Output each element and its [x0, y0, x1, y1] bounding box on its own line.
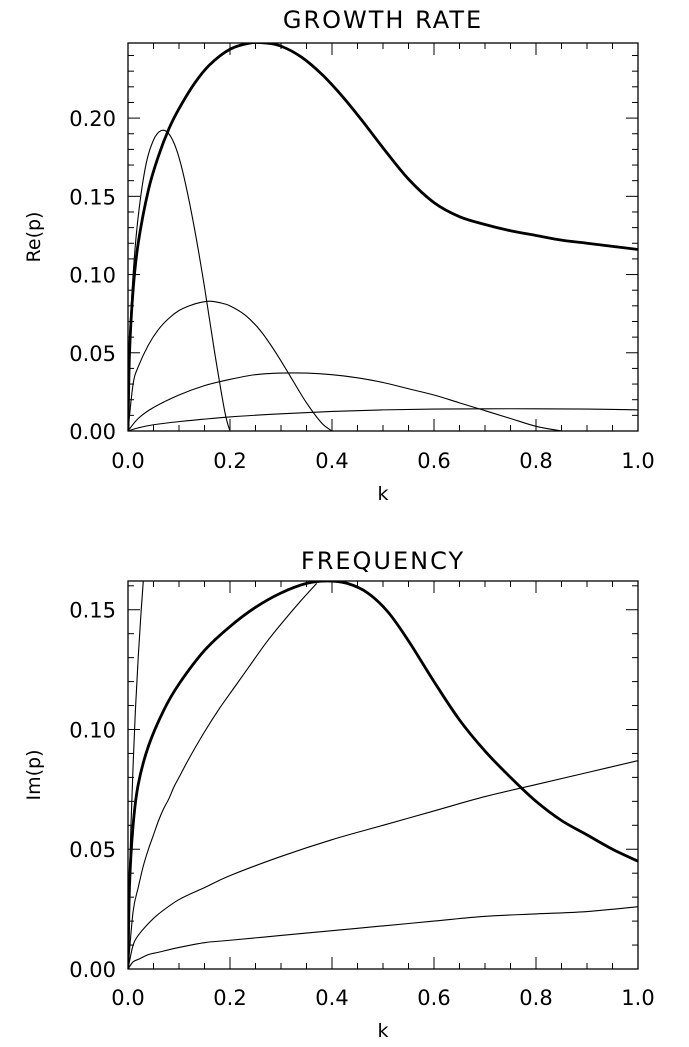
- chart-panel-2: FREQUENCY 0.0 0.2 0.4 0.6 0.8 1.0 0.00 0.05 0.10 0…: [23, 547, 655, 1042]
- y-axis-label: Im(p): [23, 750, 45, 801]
- y-tick-label: 0.10: [69, 264, 116, 288]
- plot-frame: [127, 580, 639, 970]
- x-tick-label: 1.0: [621, 986, 654, 1010]
- x-tick-label: 0.4: [315, 449, 348, 473]
- series-line-4: [128, 760, 638, 969]
- y-tick-label: 0.05: [69, 342, 116, 366]
- y-tick-label: 0.20: [69, 107, 116, 131]
- x-tick-label: 0.6: [417, 449, 450, 473]
- y-axis-label: Re(p): [23, 212, 45, 263]
- series-line-1: [128, 581, 638, 969]
- y-tick-label: 0.00: [69, 420, 116, 444]
- series-line-1: [128, 43, 638, 431]
- x-tick-label: 0.4: [315, 986, 348, 1010]
- series-line-5: [128, 906, 638, 969]
- chart-title: GROWTH RATE: [283, 6, 483, 34]
- y-tick-label: 0.00: [69, 958, 116, 982]
- x-axis-label: k: [377, 483, 388, 505]
- x-tick-label: 1.0: [621, 449, 654, 473]
- series-line-2: [128, 583, 318, 969]
- y-tick-label: 0.05: [69, 838, 116, 862]
- x-tick-label: 0.0: [111, 986, 144, 1010]
- plot-frame: [127, 42, 639, 432]
- x-tick-label: 0.2: [213, 449, 246, 473]
- x-tick-label: 0.8: [519, 449, 552, 473]
- y-tick-label: 0.15: [69, 599, 116, 623]
- x-axis-label: k: [377, 1020, 388, 1042]
- x-tick-label: 0.6: [417, 986, 450, 1010]
- y-tick-label: 0.10: [69, 718, 116, 742]
- series-line-5: [128, 408, 638, 431]
- series-line-3: [128, 581, 144, 969]
- y-tick-label: 0.15: [69, 185, 116, 209]
- series-line-3: [128, 300, 333, 431]
- x-tick-label: 0.2: [213, 986, 246, 1010]
- series-line-2: [128, 129, 231, 431]
- x-tick-label: 0.8: [519, 986, 552, 1010]
- chart-panel-1: GROWTH RATE 0.0 0.2 0.4 0.6 0.8 1.0 0.00 0.05 0.1…: [23, 6, 655, 505]
- x-tick-label: 0.0: [111, 449, 144, 473]
- series-line-4: [128, 372, 562, 431]
- chart-title: FREQUENCY: [301, 547, 465, 575]
